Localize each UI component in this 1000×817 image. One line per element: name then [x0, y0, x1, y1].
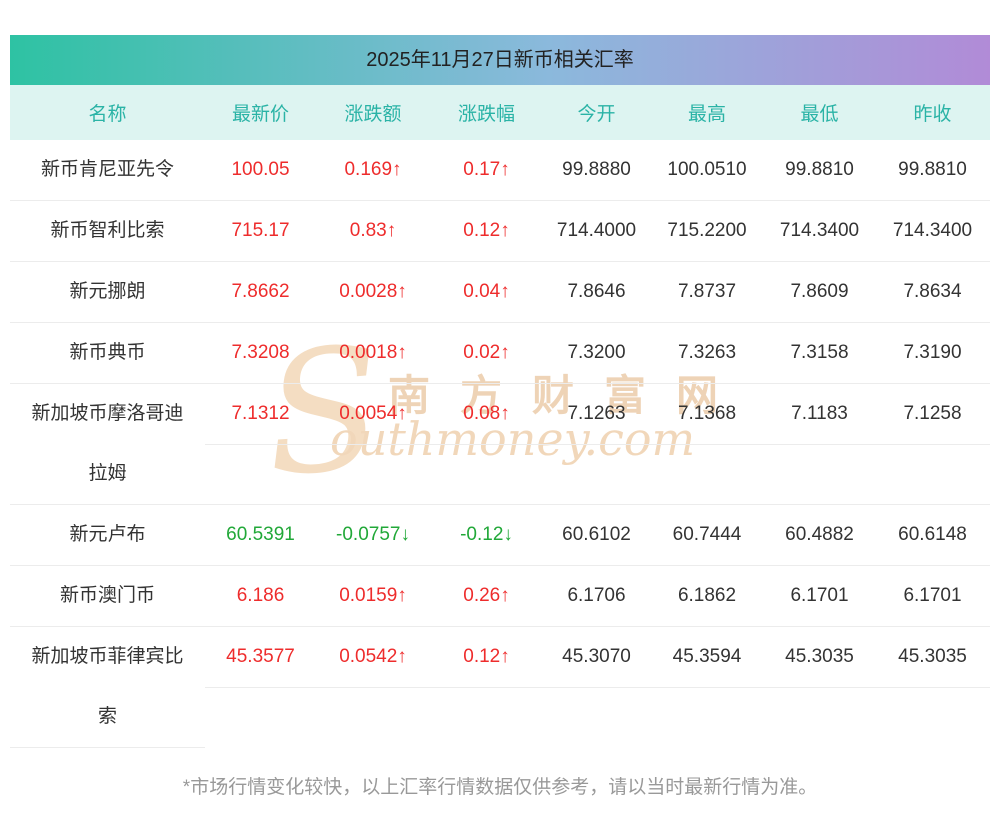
- cell-high: 60.7444: [672, 524, 742, 545]
- cell-currency-name: 新币肯尼亚先令: [10, 140, 205, 201]
- cell-low: 7.8609: [790, 281, 849, 302]
- cell-high: 100.0510: [667, 159, 747, 180]
- header-latest: 最新价: [231, 104, 289, 125]
- table-row: 新币肯尼亚先令 100.05 0.169↑ 0.17↑ 99.8880 100.0510 9…: [10, 140, 990, 201]
- cell-change: -0.0757↓: [336, 524, 410, 545]
- cell-change: 0.0018↑: [339, 342, 407, 363]
- header-low: 最低: [800, 104, 839, 125]
- cell-currency-name: 新元卢布: [10, 505, 205, 566]
- cell-latest: 7.3208: [231, 342, 290, 363]
- cell-currency-name: 新币智利比索: [10, 201, 205, 262]
- cell-low: 714.3400: [779, 220, 860, 241]
- cell-high: 45.3594: [672, 646, 742, 667]
- cell-pct: 0.26↑: [463, 585, 510, 606]
- cell-low: 99.8810: [785, 159, 854, 180]
- cell-change: 0.0159↑: [339, 585, 407, 606]
- cell-open: 60.6102: [562, 524, 631, 545]
- cell-pct: 0.12↑: [463, 646, 510, 667]
- cell-low: 60.4882: [785, 524, 854, 545]
- cell-currency-name: 新元挪朗: [10, 262, 205, 323]
- header-name: 名称: [88, 104, 127, 125]
- table-header-row: 名称 最新价 涨跌额 涨跌幅 今开 最高 最低 昨收: [10, 85, 990, 140]
- cell-change: 0.0054↑: [339, 403, 407, 424]
- cell-change: 0.83↑: [349, 220, 397, 241]
- cell-currency-name: 新加坡币菲律宾比索: [10, 627, 205, 748]
- cell-pct: 0.12↑: [463, 220, 510, 241]
- table-row: 新元卢布 60.5391 -0.0757↓ -0.12↓ 60.6102 60.7444 6…: [10, 505, 990, 566]
- table-row: 新加坡币菲律宾比索 45.3577 0.0542↑ 0.12↑ 45.3070 45.35…: [10, 627, 990, 748]
- cell-latest: 715.17: [231, 220, 290, 241]
- cell-pct: 0.08↑: [463, 403, 510, 424]
- empty-filler-row: [205, 688, 990, 748]
- cell-change: 0.169↑: [344, 159, 402, 180]
- table-row: 新币典币 7.3208 0.0018↑ 0.02↑ 7.3200 7.3263 7.3158…: [10, 323, 990, 384]
- header-change: 涨跌额: [344, 104, 402, 125]
- cell-open: 714.4000: [556, 220, 637, 241]
- cell-open: 7.3200: [567, 342, 626, 363]
- cell-latest: 6.186: [236, 585, 285, 606]
- cell-currency-name: 新币典币: [10, 323, 205, 384]
- cell-low: 7.1183: [791, 403, 848, 424]
- cell-pct: -0.12↓: [460, 524, 513, 545]
- header-open: 今开: [577, 104, 616, 125]
- cell-open: 6.1706: [567, 585, 626, 606]
- cell-change: 0.0028↑: [339, 281, 407, 302]
- cell-low: 7.3158: [790, 342, 849, 363]
- cell-latest: 7.8662: [231, 281, 290, 302]
- cell-prev: 99.8810: [898, 159, 967, 180]
- cell-low: 45.3035: [785, 646, 854, 667]
- cell-latest: 7.1312: [231, 403, 290, 424]
- cell-open: 99.8880: [562, 159, 631, 180]
- cell-prev: 7.3190: [903, 342, 962, 363]
- cell-open: 45.3070: [562, 646, 631, 667]
- cell-open: 7.1263: [567, 403, 626, 424]
- cell-latest: 60.5391: [226, 524, 295, 545]
- table-row: 新元挪朗 7.8662 0.0028↑ 0.04↑ 7.8646 7.8737 7.8609…: [10, 262, 990, 323]
- table-title: 2025年11月27日新币相关汇率: [10, 35, 990, 85]
- cell-high: 6.1862: [677, 585, 737, 606]
- table-body: 新币肯尼亚先令 100.05 0.169↑ 0.17↑ 99.8880 100.0510 9…: [10, 140, 990, 748]
- cell-pct: 0.02↑: [463, 342, 510, 363]
- cell-pct: 0.17↑: [463, 159, 510, 180]
- cell-currency-name: 新加坡币摩洛哥迪拉姆: [10, 384, 205, 505]
- header-prev-close: 昨收: [913, 104, 952, 125]
- cell-prev: 60.6148: [898, 524, 967, 545]
- cell-latest: 45.3577: [226, 646, 295, 667]
- cell-prev: 45.3035: [898, 646, 967, 667]
- cell-high: 7.8737: [677, 281, 737, 302]
- cell-prev: 7.8634: [903, 281, 962, 302]
- cell-low: 6.1701: [790, 585, 849, 606]
- cell-open: 7.8646: [567, 281, 626, 302]
- exchange-rate-table: 2025年11月27日新币相关汇率 名称 最新价 涨跌额 涨跌幅 今开 最高 最…: [10, 35, 990, 748]
- cell-pct: 0.04↑: [463, 281, 510, 302]
- cell-currency-name: 新币澳门币: [10, 566, 205, 627]
- cell-prev: 6.1701: [903, 585, 962, 606]
- header-change-pct: 涨跌幅: [457, 104, 515, 125]
- cell-high: 7.1368: [677, 403, 737, 424]
- empty-filler-row: [205, 445, 990, 505]
- table-row: 新加坡币摩洛哥迪拉姆 7.1312 0.0054↑ 0.08↑ 7.1263 7.1368…: [10, 384, 990, 505]
- cell-latest: 100.05: [231, 159, 290, 180]
- table-row: 新币澳门币 6.186 0.0159↑ 0.26↑ 6.1706 6.1862 6.1701…: [10, 566, 990, 627]
- cell-change: 0.0542↑: [339, 646, 407, 667]
- cell-prev: 7.1258: [903, 403, 962, 424]
- header-high: 最高: [687, 104, 726, 125]
- cell-high: 715.2200: [667, 220, 747, 241]
- footer-disclaimer: *市场行情变化较快，以上汇率行情数据仅供参考，请以当时最新行情为准。: [182, 777, 818, 798]
- cell-prev: 714.3400: [892, 220, 973, 241]
- cell-high: 7.3263: [677, 342, 737, 363]
- table-row: 新币智利比索 715.17 0.83↑ 0.12↑ 714.4000 715.2200 71…: [10, 201, 990, 262]
